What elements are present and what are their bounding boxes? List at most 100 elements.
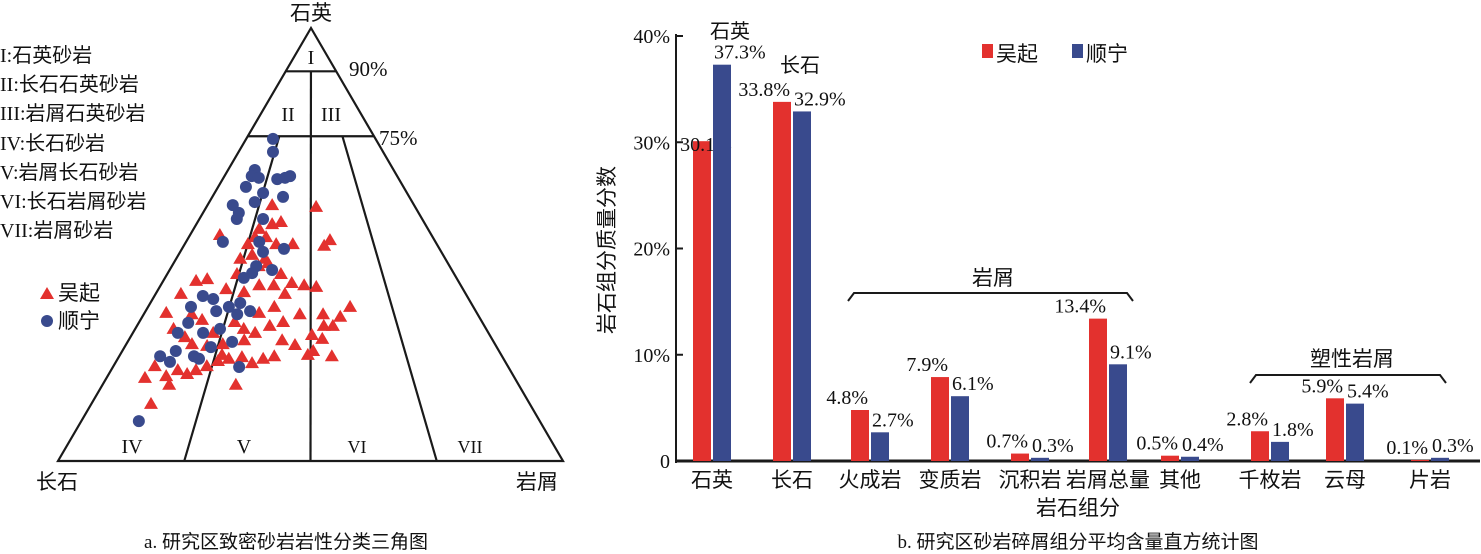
point-wuqi xyxy=(276,315,291,328)
region-legend-item: VI:长石岩屑砂岩 xyxy=(0,190,147,213)
y-tick-label: 0 xyxy=(660,451,670,473)
point-wuqi xyxy=(256,351,271,364)
point-wuqi xyxy=(262,318,277,331)
legend-label-shunning: 顺宁 xyxy=(1086,42,1128,66)
bar-shunning xyxy=(1181,456,1199,461)
point-wuqi xyxy=(188,363,203,376)
point-shunning xyxy=(257,212,270,225)
point-shunning xyxy=(204,341,217,354)
point-wuqi xyxy=(200,272,215,285)
bar-marks: 30.1%33.8%4.8%7.9%0.7%13.4%0.5%2.8%5.9%0… xyxy=(680,42,1474,461)
point-wuqi xyxy=(215,337,230,350)
y-axis-label: 岩石组分质量分数 xyxy=(595,166,619,334)
x-tick-label: 火成岩 xyxy=(839,468,902,492)
bar-shunning xyxy=(713,64,731,461)
ternary-points xyxy=(132,132,358,428)
point-wuqi xyxy=(206,325,221,338)
point-shunning xyxy=(237,271,250,284)
point-wuqi xyxy=(273,266,288,279)
point-wuqi xyxy=(309,199,324,212)
data-label-shunning: 0.3% xyxy=(1032,435,1074,457)
point-wuqi xyxy=(245,356,260,369)
point-shunning xyxy=(132,415,145,428)
legend-swatch-shunning xyxy=(1072,44,1083,58)
point-wuqi xyxy=(195,312,210,325)
point-wuqi xyxy=(325,318,340,331)
region-label-V: V xyxy=(237,436,252,458)
data-label-shunning: 32.9% xyxy=(794,88,846,110)
point-wuqi xyxy=(221,351,236,364)
region-legend-item: II:长石石英砂岩 xyxy=(0,73,139,96)
point-wuqi xyxy=(228,377,243,390)
point-wuqi xyxy=(245,247,260,260)
apex-label-feldspar: 长石 xyxy=(36,470,78,494)
ternary-legend: 吴起 顺宁 xyxy=(40,281,100,333)
point-shunning xyxy=(248,196,261,209)
point-shunning xyxy=(230,212,243,225)
region-legend-item: V:岩屑长石砂岩 xyxy=(0,161,139,184)
apex-label-lithic: 岩屑 xyxy=(516,470,558,494)
point-wuqi xyxy=(252,221,267,234)
data-label-wuqi: 4.8% xyxy=(826,387,868,409)
x-tick-label: 其他 xyxy=(1159,468,1201,492)
legend-swatch-wuqi xyxy=(982,44,993,58)
annotation-feldspar: 长石 xyxy=(780,54,820,77)
legend-marker-wuqi xyxy=(40,287,54,299)
point-shunning xyxy=(216,235,229,248)
point-shunning xyxy=(169,345,182,358)
x-tick-label: 片岩 xyxy=(1409,468,1451,492)
y-tick-label: 20% xyxy=(633,239,670,261)
region-legend-item: I:石英砂岩 xyxy=(0,44,92,67)
x-tick-label: 变质岩 xyxy=(919,468,982,492)
point-wuqi xyxy=(159,369,174,382)
data-label-shunning: 9.1% xyxy=(1110,341,1152,363)
point-wuqi xyxy=(173,286,188,299)
point-wuqi xyxy=(214,347,229,360)
point-wuqi xyxy=(316,318,331,331)
point-wuqi xyxy=(267,299,282,312)
ratio-boundary-line xyxy=(341,135,438,462)
point-wuqi xyxy=(333,309,348,322)
point-shunning xyxy=(257,186,270,199)
point-wuqi xyxy=(266,278,281,291)
data-label-wuqi: 33.8% xyxy=(738,79,790,101)
data-label-shunning: 6.1% xyxy=(952,373,994,395)
bar-chart: 010%20%30%40%石英 长石 火成岩 变质岩 沉积岩 岩屑总量 其他 千枚岩 云母 片岩 … xyxy=(595,20,1480,553)
data-label-wuqi: 5.9% xyxy=(1301,375,1343,397)
point-wuqi xyxy=(184,307,199,320)
point-wuqi xyxy=(300,347,315,360)
bar-wuqi xyxy=(931,377,949,461)
point-wuqi xyxy=(237,333,252,346)
point-wuqi xyxy=(322,233,337,246)
point-wuqi xyxy=(234,350,249,363)
point-shunning xyxy=(239,180,252,193)
point-shunning xyxy=(154,350,167,363)
point-shunning xyxy=(207,293,220,306)
point-wuqi xyxy=(316,307,331,320)
caption-a: a. 研究区致密砂岩岩性分类三角图 xyxy=(144,531,428,553)
point-shunning xyxy=(226,335,239,348)
region-legend-item: VII:岩屑砂岩 xyxy=(0,219,113,242)
region-legend-item: III:岩屑石英砂岩 xyxy=(0,102,146,125)
point-shunning xyxy=(210,305,223,318)
point-wuqi xyxy=(240,237,255,250)
bar-shunning xyxy=(1031,457,1049,461)
point-wuqi xyxy=(252,305,267,318)
point-shunning xyxy=(196,290,209,303)
x-tick-label: 云母 xyxy=(1324,468,1366,492)
point-shunning xyxy=(163,355,176,368)
x-tick-label: 长石 xyxy=(771,468,813,492)
data-label-shunning: 2.7% xyxy=(872,409,914,431)
data-label-shunning: 1.8% xyxy=(1272,419,1314,441)
bar-shunning xyxy=(1431,457,1449,461)
data-label-shunning: 37.3% xyxy=(714,42,766,64)
bar-wuqi xyxy=(1411,459,1429,461)
apex-label-quartz: 石英 xyxy=(290,1,332,25)
point-wuqi xyxy=(297,278,312,291)
point-shunning xyxy=(266,264,279,277)
point-wuqi xyxy=(277,286,292,299)
point-wuqi xyxy=(252,278,267,291)
y-tick-label: 30% xyxy=(633,132,670,154)
bar-legend: 吴起 顺宁 xyxy=(982,42,1128,66)
